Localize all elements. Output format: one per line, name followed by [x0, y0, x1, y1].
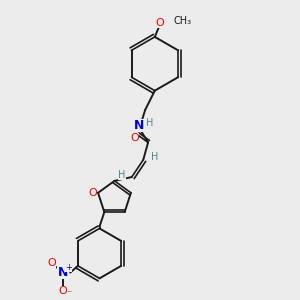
Text: O: O	[88, 188, 97, 198]
Text: N: N	[134, 119, 145, 132]
Text: H: H	[118, 170, 126, 180]
Text: O: O	[48, 258, 56, 268]
Text: +: +	[65, 263, 72, 272]
Text: N: N	[57, 266, 68, 279]
Text: H: H	[151, 152, 158, 162]
Text: ⁻: ⁻	[67, 290, 72, 300]
Text: O: O	[155, 17, 164, 28]
Text: O: O	[130, 133, 139, 143]
Text: O: O	[58, 286, 67, 296]
Text: CH₃: CH₃	[173, 16, 191, 26]
Text: H: H	[146, 118, 154, 128]
